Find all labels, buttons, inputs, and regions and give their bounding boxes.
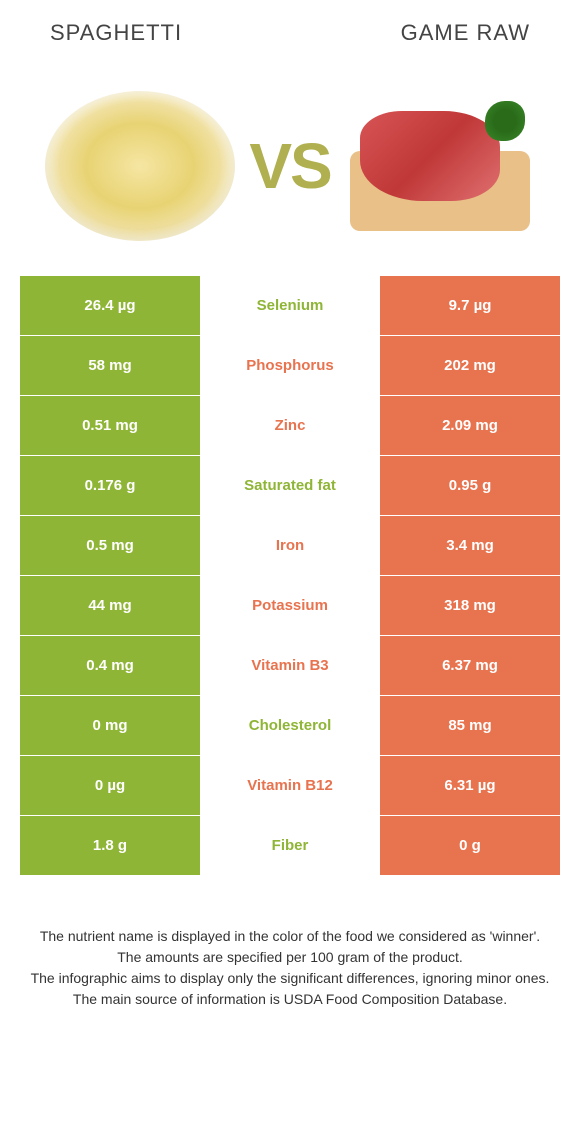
right-value: 2.09 mg <box>380 396 560 455</box>
nutrient-name: Phosphorus <box>200 336 380 395</box>
nutrient-name: Zinc <box>200 396 380 455</box>
nutrient-name: Vitamin B3 <box>200 636 380 695</box>
nutrient-name: Fiber <box>200 816 380 875</box>
left-value: 0.4 mg <box>20 636 200 695</box>
nutrient-row: 0.176 gSaturated fat0.95 g <box>20 456 560 516</box>
footer-line-4: The main source of information is USDA F… <box>30 989 550 1010</box>
left-value: 0.51 mg <box>20 396 200 455</box>
vs-label: VS <box>249 129 330 203</box>
nutrient-row: 26.4 µgSelenium9.7 µg <box>20 276 560 336</box>
nutrient-name: Iron <box>200 516 380 575</box>
nutrient-row: 0 mgCholesterol85 mg <box>20 696 560 756</box>
left-value: 58 mg <box>20 336 200 395</box>
images-row: VS <box>20 56 560 276</box>
nutrient-name: Vitamin B12 <box>200 756 380 815</box>
left-value: 26.4 µg <box>20 276 200 335</box>
left-value: 0 mg <box>20 696 200 755</box>
nutrient-name: Saturated fat <box>200 456 380 515</box>
nutrient-row: 1.8 gFiber0 g <box>20 816 560 876</box>
nutrient-name: Selenium <box>200 276 380 335</box>
right-food-title: Game Raw <box>401 20 530 46</box>
footer-line-2: The amounts are specified per 100 gram o… <box>30 947 550 968</box>
right-value: 6.31 µg <box>380 756 560 815</box>
nutrient-row: 44 mgPotassium318 mg <box>20 576 560 636</box>
nutrient-row: 58 mgPhosphorus202 mg <box>20 336 560 396</box>
nutrient-table: 26.4 µgSelenium9.7 µg58 mgPhosphorus202 … <box>20 276 560 876</box>
right-value: 0 g <box>380 816 560 875</box>
left-value: 0.5 mg <box>20 516 200 575</box>
nutrient-row: 0.5 mgIron3.4 mg <box>20 516 560 576</box>
right-value: 318 mg <box>380 576 560 635</box>
left-value: 0 µg <box>20 756 200 815</box>
nutrient-row: 0 µgVitamin B126.31 µg <box>20 756 560 816</box>
right-value: 6.37 mg <box>380 636 560 695</box>
nutrient-row: 0.4 mgVitamin B36.37 mg <box>20 636 560 696</box>
right-value: 0.95 g <box>380 456 560 515</box>
right-value: 85 mg <box>380 696 560 755</box>
nutrient-row: 0.51 mgZinc2.09 mg <box>20 396 560 456</box>
game-raw-image <box>340 86 540 246</box>
left-value: 44 mg <box>20 576 200 635</box>
header: Spaghetti Game Raw <box>20 20 560 56</box>
left-value: 0.176 g <box>20 456 200 515</box>
footer-line-3: The infographic aims to display only the… <box>30 968 550 989</box>
footer-notes: The nutrient name is displayed in the co… <box>20 906 560 1030</box>
nutrient-name: Cholesterol <box>200 696 380 755</box>
spaghetti-image <box>40 86 240 246</box>
left-value: 1.8 g <box>20 816 200 875</box>
footer-line-1: The nutrient name is displayed in the co… <box>30 926 550 947</box>
right-value: 202 mg <box>380 336 560 395</box>
nutrient-name: Potassium <box>200 576 380 635</box>
right-value: 3.4 mg <box>380 516 560 575</box>
left-food-title: Spaghetti <box>50 20 182 46</box>
right-value: 9.7 µg <box>380 276 560 335</box>
